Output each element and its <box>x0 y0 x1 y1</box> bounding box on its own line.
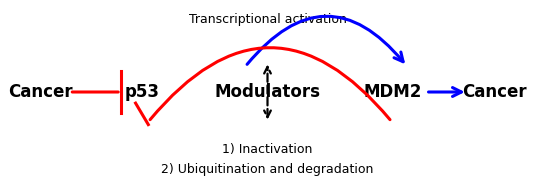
Text: 1) Inactivation: 1) Inactivation <box>223 144 312 157</box>
Text: 2) Ubiquitination and degradation: 2) Ubiquitination and degradation <box>162 163 373 176</box>
Text: MDM2: MDM2 <box>363 83 422 101</box>
Text: Modulators: Modulators <box>215 83 320 101</box>
Text: p53: p53 <box>125 83 160 101</box>
Text: Cancer: Cancer <box>462 83 527 101</box>
Text: Transcriptional activation: Transcriptional activation <box>188 13 347 26</box>
Text: Cancer: Cancer <box>8 83 73 101</box>
